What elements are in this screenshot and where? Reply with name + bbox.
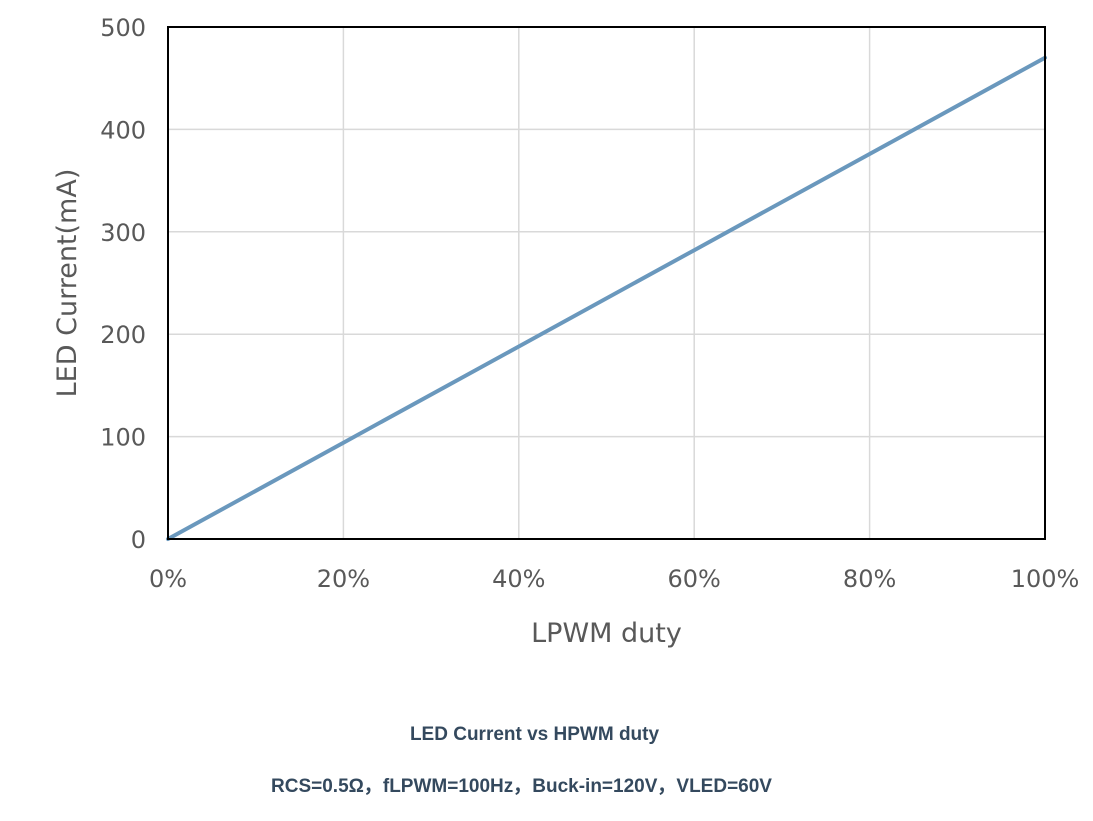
line-chart: 0% 20% 40% 60% 80% 100% 0 100 200 300 400 500 LPWM… bbox=[52, 14, 1079, 649]
x-tick-label: 60% bbox=[668, 565, 721, 593]
gridlines bbox=[167, 26, 1046, 540]
y-tick-label: 0 bbox=[131, 526, 146, 554]
chart-caption-parameters: RCS=0.5Ω，fLPWM=100Hz，Buck-in=120V，VLED=6… bbox=[0, 771, 1093, 798]
x-tick-label: 100% bbox=[1011, 565, 1080, 593]
x-axis-title: LPWM duty bbox=[531, 618, 682, 649]
y-tick-label: 400 bbox=[100, 116, 146, 144]
x-tick-label: 20% bbox=[317, 565, 370, 593]
y-axis-ticks: 0 100 200 300 400 500 bbox=[100, 14, 146, 554]
y-tick-label: 100 bbox=[100, 424, 146, 452]
y-tick-label: 500 bbox=[100, 14, 146, 42]
plot-area-border bbox=[167, 26, 1046, 540]
chart-caption-title: LED Current vs HPWM duty bbox=[0, 724, 1093, 746]
y-tick-label: 200 bbox=[100, 321, 146, 349]
y-tick-label: 300 bbox=[100, 219, 146, 247]
data-point bbox=[693, 249, 695, 251]
x-tick-label: 80% bbox=[843, 565, 896, 593]
data-point bbox=[518, 345, 520, 347]
data-point bbox=[342, 442, 344, 444]
caption-params-text: RCS=0.5Ω，fLPWM=100Hz，Buck-in=120V，VLED=6… bbox=[271, 776, 772, 797]
x-tick-label: 0% bbox=[149, 565, 187, 593]
y-axis-title: LED Current(mA) bbox=[52, 169, 83, 398]
series-line-led-current bbox=[166, 55, 1047, 541]
data-point bbox=[869, 153, 871, 155]
x-axis-ticks: 0% 20% 40% 60% 80% 100% bbox=[149, 565, 1079, 593]
caption-title-text: LED Current vs HPWM duty bbox=[409, 724, 660, 745]
x-tick-label: 40% bbox=[492, 565, 545, 593]
